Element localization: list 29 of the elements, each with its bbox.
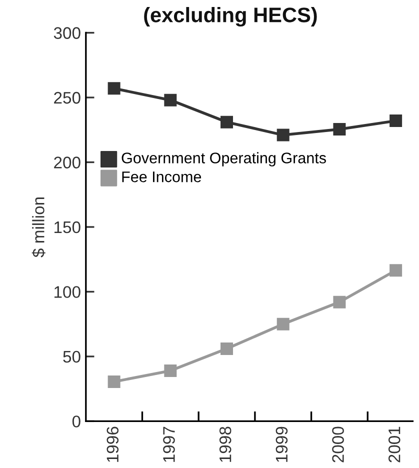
point	[164, 94, 177, 106]
x-tick-label: 2000	[332, 426, 344, 462]
y-tick-label: 50	[63, 350, 80, 363]
y-tick-label: 200	[54, 156, 80, 168]
y-tick-label: 250	[54, 92, 80, 104]
legend-label: Government Operating Grants	[122, 152, 326, 166]
y-tick-label: 150	[54, 221, 80, 234]
point	[333, 122, 346, 136]
chart-title: (excluding HECS)	[144, 7, 317, 27]
point	[390, 114, 402, 128]
point	[333, 296, 346, 308]
x-tick-label: 1997	[163, 426, 175, 462]
point	[108, 82, 120, 95]
y-axis-title: $ million	[32, 197, 46, 258]
point	[220, 116, 234, 128]
y-tick-label: 100	[54, 286, 80, 298]
point	[276, 128, 290, 142]
point	[164, 364, 177, 377]
point	[390, 264, 402, 277]
y-tick-label: 0	[72, 416, 80, 428]
x-tick-label: 1999	[276, 426, 288, 462]
point	[108, 375, 120, 388]
point	[276, 318, 290, 330]
y-tick-label: 300	[54, 27, 80, 39]
x-tick-label: 2001	[388, 426, 400, 462]
x-tick-label: 1998	[219, 426, 232, 462]
point	[220, 342, 234, 355]
x-tick-label: 1996	[106, 426, 119, 462]
legend-label: Fee Income	[122, 172, 202, 182]
